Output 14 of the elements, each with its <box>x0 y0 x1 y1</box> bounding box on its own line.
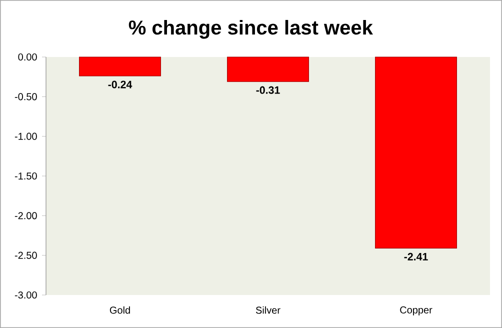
y-tick-label: -2.00 <box>14 212 37 220</box>
y-tick-label: 0.00 <box>18 53 37 61</box>
chart-title: % change since last week <box>128 20 373 39</box>
y-tick-label: -1.00 <box>14 132 37 140</box>
x-tick-label: Copper <box>400 306 432 316</box>
x-tick-label: Gold <box>110 306 130 314</box>
x-tick-label: Silver <box>256 306 280 314</box>
data-label: -0.24 <box>108 80 132 88</box>
y-tick-label: -2.50 <box>14 252 37 259</box>
y-tick-label: -3.00 <box>14 291 37 299</box>
data-label: -2.41 <box>404 252 428 260</box>
y-tick-label: -1.50 <box>14 172 37 180</box>
y-tick-label: -0.50 <box>14 93 37 100</box>
data-label: -0.31 <box>256 86 280 94</box>
